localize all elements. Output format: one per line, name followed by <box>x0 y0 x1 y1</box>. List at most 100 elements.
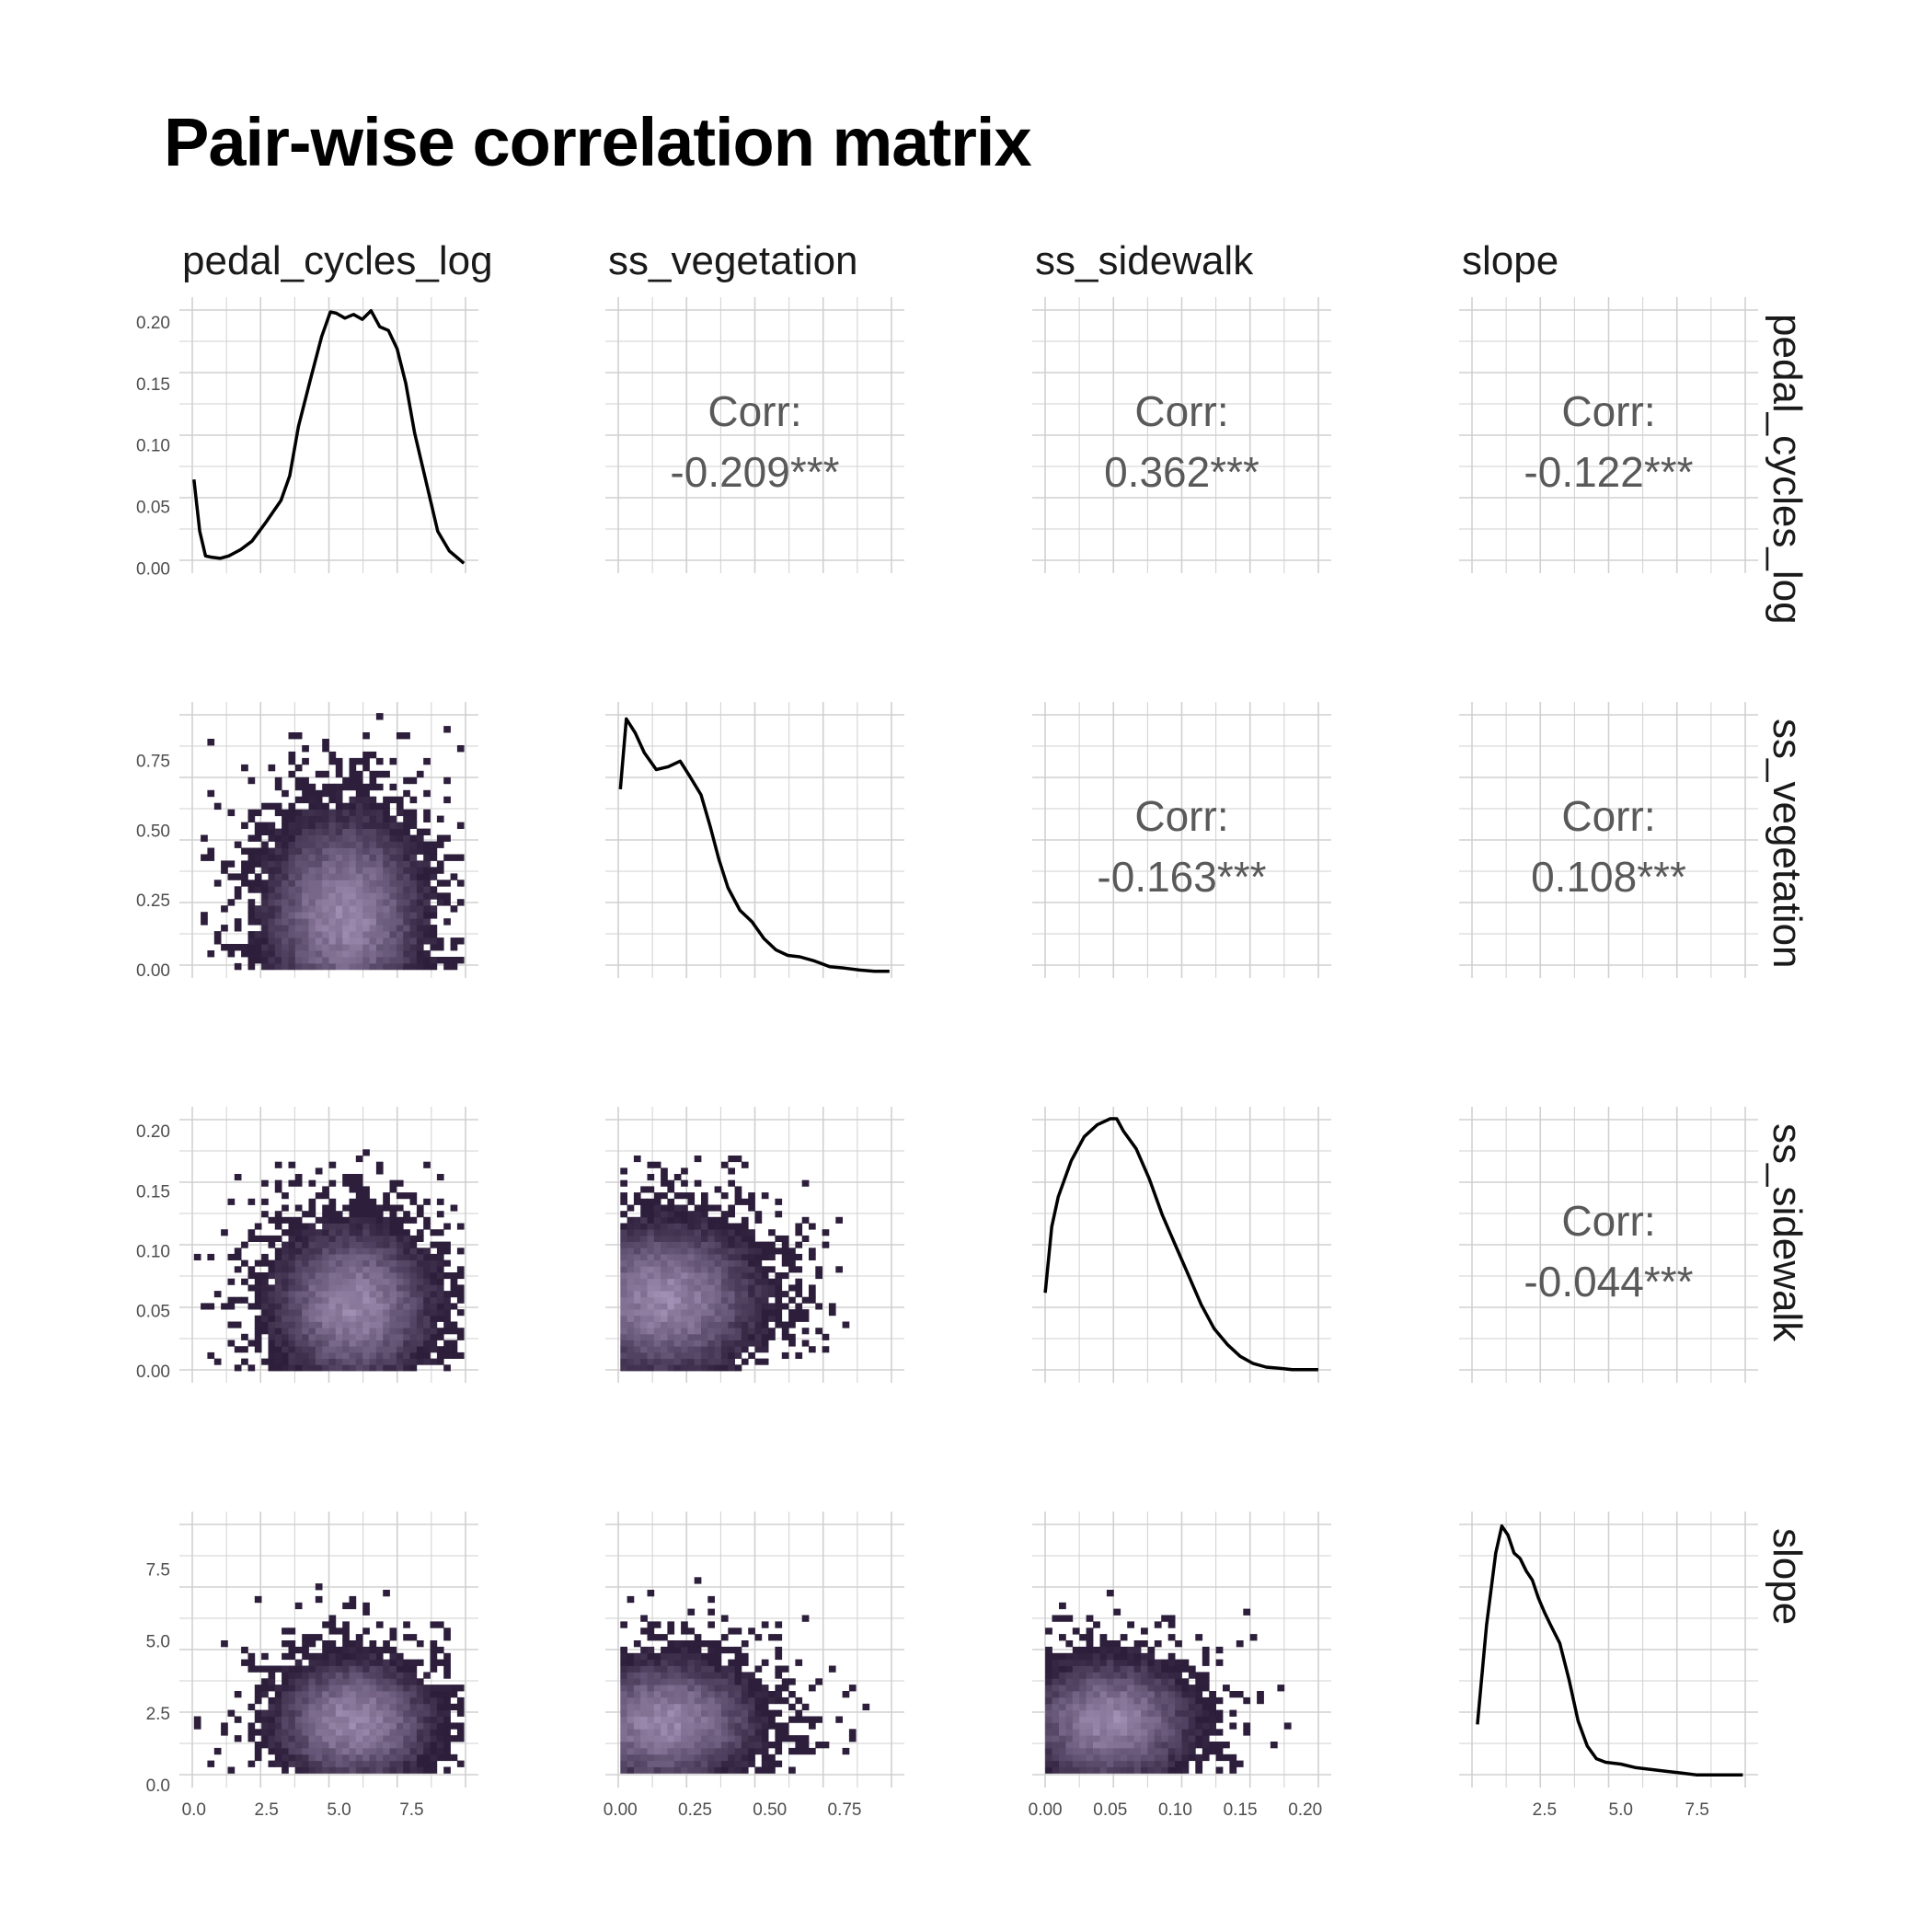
hexbin-cell <box>423 950 431 958</box>
hexbin-cell <box>661 1652 668 1661</box>
hexbin-cell <box>288 1241 296 1248</box>
hexbin-cell <box>640 1747 648 1755</box>
hexbin-cell <box>294 912 303 919</box>
hexbin-cell <box>761 1747 769 1755</box>
hexbin-cell <box>714 1716 722 1723</box>
hexbin-cell <box>754 1333 763 1340</box>
hexbin-cell <box>355 1211 363 1218</box>
hexbin-cell <box>667 1235 675 1242</box>
hexbin-cell <box>342 1747 350 1755</box>
hexbin-cell <box>282 1296 289 1304</box>
hexbin-cell <box>322 1291 329 1298</box>
hexbin-cell <box>1079 1696 1087 1705</box>
hexbin-cell <box>403 1253 410 1260</box>
hexbin-cell <box>822 1229 830 1236</box>
hexbin-cell <box>362 937 370 945</box>
hexbin-cell <box>308 1735 316 1742</box>
hexbin-cell <box>396 1716 404 1723</box>
hexbin-cell <box>282 847 289 855</box>
hexbin-cell <box>443 834 451 842</box>
hexbin-cell <box>369 1703 377 1711</box>
hexbin-cell <box>322 1754 329 1762</box>
hexbin-cell <box>694 1223 702 1230</box>
hexbin-cell <box>261 950 269 958</box>
hexbin-cell <box>1099 1691 1108 1698</box>
hexbin-cell <box>1147 1709 1156 1717</box>
hexbin-cell <box>1072 1703 1080 1711</box>
hexbin-cell <box>720 1742 729 1749</box>
hexbin-cell <box>335 1703 343 1711</box>
hexbin-cell <box>315 905 323 913</box>
hexbin-cell <box>1052 1696 1060 1705</box>
hexbin-cell <box>430 957 438 964</box>
hexbin-cell <box>349 1665 357 1673</box>
hexbin-cell <box>443 1747 451 1755</box>
hexbin-cell <box>288 1358 296 1365</box>
hexbin-cell <box>456 854 465 861</box>
hexbin-cell <box>456 1735 465 1742</box>
hexbin-cell <box>640 1696 648 1705</box>
hexbin-cell <box>681 1351 688 1359</box>
hexbin-cell <box>620 1665 627 1673</box>
hexbin-cell <box>362 1278 370 1285</box>
hexbin-cell <box>302 944 309 951</box>
hexbin-cell <box>396 1685 404 1692</box>
hexbin-cell <box>315 1296 323 1304</box>
hexbin-cell <box>456 1284 465 1292</box>
hexbin-cell <box>1141 1709 1148 1717</box>
hexbin-cell <box>627 1328 635 1335</box>
hexbin-cell <box>302 1729 309 1736</box>
hexbin-cell <box>315 1652 323 1661</box>
hexbin-cell <box>423 892 431 900</box>
hexbin-cell <box>1236 1640 1244 1648</box>
hexbin-cell <box>261 1729 269 1736</box>
hexbin-cell <box>282 1754 289 1762</box>
hexbin-cell <box>701 1272 708 1280</box>
hexbin-cell <box>456 1729 465 1736</box>
hexbin-cell <box>294 1229 303 1236</box>
hexbin-cell <box>1133 1659 1142 1666</box>
hexbin-cell <box>667 1198 675 1205</box>
hexbin-cell <box>1093 1729 1100 1736</box>
hexbin-cell <box>308 1284 316 1292</box>
hexbin-cell <box>728 1646 735 1654</box>
hexbin-cell <box>315 1595 323 1604</box>
hexbin-cell <box>355 937 363 945</box>
hexbin-cell <box>355 1652 363 1661</box>
density-curve <box>1043 1117 1318 1372</box>
hexbin-cell <box>1161 1722 1168 1730</box>
hexbin-cell <box>673 1351 682 1359</box>
hexbin-cell <box>315 1340 323 1347</box>
hexbin-cell <box>369 944 377 951</box>
hexbin-cell <box>369 1296 377 1304</box>
hexbin-cell <box>396 1364 404 1372</box>
hexbin-cell <box>349 1729 357 1736</box>
hexbin-cell <box>1072 1696 1080 1705</box>
hexbin-cell <box>430 1742 438 1749</box>
hexbin-cell <box>328 1284 337 1292</box>
hexbin-cell <box>335 1266 343 1273</box>
hexbin-cell <box>294 1685 303 1692</box>
hexbin-cell <box>720 1303 729 1310</box>
hexbin-cell <box>349 1204 357 1212</box>
hexbin-cell <box>355 1678 363 1685</box>
hexbin-cell <box>322 1266 329 1273</box>
hexbin-cell <box>1106 1640 1114 1648</box>
hexbin-cell <box>1065 1665 1074 1673</box>
hexbin-cell <box>768 1229 776 1236</box>
hexbin-cell <box>355 1358 363 1365</box>
hexbin-cell <box>673 1729 682 1736</box>
hexbin-cell <box>423 841 431 848</box>
hexbin-cell <box>383 802 390 811</box>
hexbin-cell <box>775 1211 783 1218</box>
hexbin-cell <box>1188 1722 1196 1730</box>
hexbin-cell <box>761 1278 769 1285</box>
hexbin-cell <box>714 1216 722 1224</box>
hexbin-cell <box>288 1742 296 1749</box>
hexbin-cell <box>308 1333 316 1340</box>
hexbin-cell <box>294 1174 303 1181</box>
hexbin-cell <box>355 1248 363 1255</box>
hexbin-cell <box>1141 1685 1148 1692</box>
hexbin-cell <box>734 1296 742 1304</box>
hexbin-cell <box>647 1296 655 1304</box>
